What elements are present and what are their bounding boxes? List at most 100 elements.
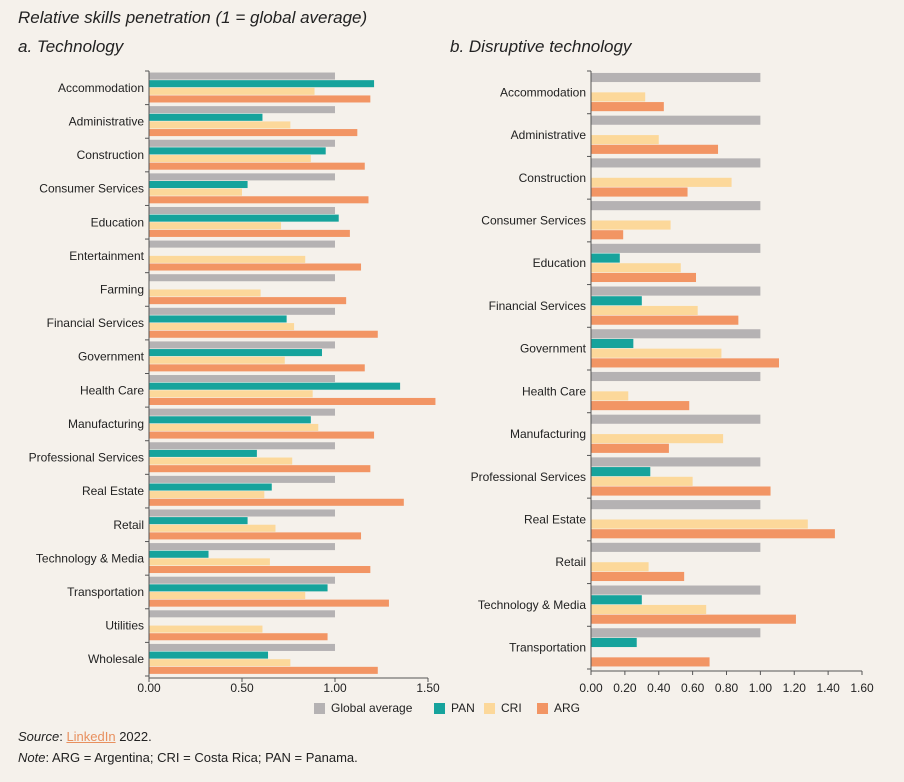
bar-a-cri-4 bbox=[149, 222, 282, 230]
x-tick-label-b-7: 1.40 bbox=[816, 681, 840, 695]
legend-label-pan: PAN bbox=[451, 701, 475, 715]
category-label-b-8: Manufacturing bbox=[510, 427, 586, 441]
category-label-a-2: Construction bbox=[77, 148, 144, 162]
source-sep: : bbox=[59, 729, 67, 744]
category-label-b-3: Consumer Services bbox=[481, 214, 586, 228]
bar-b-pan-5 bbox=[591, 296, 642, 306]
bar-a-arg-16 bbox=[149, 633, 328, 641]
category-label-b-11: Retail bbox=[555, 555, 586, 569]
bar-b-global-11 bbox=[591, 542, 761, 552]
bar-a-pan-10 bbox=[149, 416, 311, 424]
x-tick-label-a-2: 1.00 bbox=[323, 681, 347, 695]
legend-label-cri: CRI bbox=[501, 701, 522, 715]
category-label-a-6: Farming bbox=[100, 282, 144, 296]
bar-a-cri-12 bbox=[149, 491, 265, 499]
bar-a-arg-8 bbox=[149, 364, 365, 372]
bar-a-cri-3 bbox=[149, 188, 242, 196]
bar-a-global-11 bbox=[149, 442, 335, 450]
x-tick-label-a-1: 0.50 bbox=[230, 681, 254, 695]
legend-swatch-cri bbox=[484, 703, 495, 714]
bar-a-global-9 bbox=[149, 375, 335, 383]
x-tick-label-b-5: 1.00 bbox=[749, 681, 773, 695]
bar-b-arg-4 bbox=[591, 272, 697, 283]
bar-b-global-13 bbox=[591, 628, 761, 638]
bar-b-arg-13 bbox=[591, 657, 710, 667]
category-label-a-10: Manufacturing bbox=[68, 417, 144, 431]
bar-a-arg-11 bbox=[149, 465, 371, 473]
x-tick-label-b-1: 0.20 bbox=[613, 681, 637, 695]
bar-a-cri-13 bbox=[149, 524, 276, 532]
bar-b-cri-8 bbox=[591, 434, 724, 444]
bar-a-arg-6 bbox=[149, 297, 347, 305]
bar-a-pan-0 bbox=[149, 80, 375, 88]
bar-b-global-2 bbox=[591, 158, 761, 168]
bar-b-cri-12 bbox=[591, 604, 707, 615]
bar-a-arg-3 bbox=[149, 196, 369, 204]
bar-b-global-10 bbox=[591, 500, 761, 510]
bar-a-arg-4 bbox=[149, 229, 350, 237]
bar-a-pan-14 bbox=[149, 550, 209, 558]
category-label-b-0: Accommodation bbox=[500, 85, 586, 99]
category-label-a-15: Transportation bbox=[67, 585, 144, 599]
category-label-a-8: Government bbox=[78, 350, 145, 364]
bar-a-cri-8 bbox=[149, 356, 285, 364]
bar-b-cri-3 bbox=[591, 220, 671, 230]
category-label-a-14: Technology & Media bbox=[36, 551, 144, 565]
category-label-b-13: Transportation bbox=[509, 641, 586, 655]
x-tick-label-b-8: 1.60 bbox=[850, 681, 874, 695]
bar-a-global-12 bbox=[149, 475, 335, 483]
bar-b-global-7 bbox=[591, 371, 761, 382]
bar-a-global-3 bbox=[149, 173, 335, 181]
bar-a-global-8 bbox=[149, 341, 335, 349]
bar-a-pan-11 bbox=[149, 449, 257, 457]
bar-a-cri-16 bbox=[149, 625, 263, 633]
bar-a-pan-12 bbox=[149, 483, 272, 491]
category-label-b-6: Government bbox=[520, 342, 587, 356]
bar-b-cri-5 bbox=[591, 305, 698, 316]
source-line: Source: LinkedIn 2022. bbox=[18, 729, 152, 744]
bar-a-arg-7 bbox=[149, 330, 378, 338]
x-tick-label-b-2: 0.40 bbox=[647, 681, 671, 695]
category-label-a-13: Retail bbox=[113, 518, 144, 532]
bar-a-global-5 bbox=[149, 240, 335, 248]
note-line: Note: ARG = Argentina; CRI = Costa Rica;… bbox=[18, 750, 358, 765]
bar-a-pan-1 bbox=[149, 113, 263, 121]
chart-main-title: Relative skills penetration (1 = global … bbox=[18, 8, 368, 27]
bar-b-pan-13 bbox=[591, 637, 637, 648]
category-label-a-11: Professional Services bbox=[29, 451, 144, 465]
bar-a-cri-6 bbox=[149, 289, 261, 297]
bar-b-pan-9 bbox=[591, 467, 651, 477]
bar-a-arg-13 bbox=[149, 532, 362, 540]
bar-a-pan-2 bbox=[149, 147, 326, 155]
category-label-a-7: Financial Services bbox=[47, 316, 144, 330]
category-label-a-0: Accommodation bbox=[58, 81, 144, 95]
category-label-b-1: Administrative bbox=[511, 128, 587, 142]
legend-swatch-pan bbox=[434, 703, 445, 714]
bar-b-global-12 bbox=[591, 585, 761, 595]
bar-a-cri-5 bbox=[149, 255, 306, 263]
bar-a-global-2 bbox=[149, 139, 335, 147]
bar-a-arg-2 bbox=[149, 162, 365, 170]
legend-swatch-global bbox=[314, 703, 325, 714]
bar-a-global-15 bbox=[149, 576, 335, 584]
bar-a-arg-9 bbox=[149, 397, 436, 405]
bar-a-global-17 bbox=[149, 643, 335, 651]
linkedin-link[interactable]: LinkedIn bbox=[66, 729, 116, 744]
bar-b-global-6 bbox=[591, 329, 761, 339]
bar-b-arg-2 bbox=[591, 187, 688, 197]
note-text: : ARG = Argentina; CRI = Costa Rica; PAN… bbox=[45, 750, 358, 765]
bar-a-global-7 bbox=[149, 307, 335, 315]
category-label-a-9: Health Care bbox=[80, 383, 144, 397]
legend-label-arg: ARG bbox=[554, 701, 580, 715]
bar-b-pan-6 bbox=[591, 338, 634, 349]
bar-a-arg-17 bbox=[149, 666, 378, 674]
x-tick-label-a-0: 0.00 bbox=[137, 681, 161, 695]
bar-b-arg-6 bbox=[591, 358, 780, 368]
bar-a-pan-4 bbox=[149, 214, 339, 222]
bar-a-cri-9 bbox=[149, 390, 313, 398]
panel-b-title: b. Disruptive technology bbox=[450, 37, 632, 56]
source-year: 2022. bbox=[115, 729, 152, 744]
bar-a-global-13 bbox=[149, 509, 335, 517]
bar-a-cri-15 bbox=[149, 591, 306, 600]
category-label-b-9: Professional Services bbox=[471, 470, 586, 484]
